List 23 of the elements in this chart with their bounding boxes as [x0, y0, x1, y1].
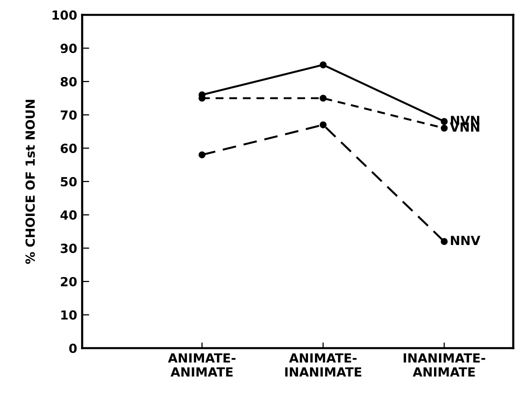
- x-tick-label: INANIMATE- ANIMATE: [404, 353, 486, 376]
- point: [440, 118, 448, 125]
- point: [440, 124, 448, 132]
- x-tick-label: ANIMATE- INANIMATE: [285, 353, 362, 376]
- y-tick-label: 90: [60, 44, 77, 54]
- x-tick-label: ANIMATE- ANIMATE: [168, 353, 236, 376]
- y-tick-label: 30: [60, 244, 77, 254]
- y-tick-label: 0: [69, 344, 77, 354]
- y-tick-label: 80: [60, 76, 77, 86]
- point: [320, 121, 327, 128]
- y-tick-label: 20: [60, 276, 77, 286]
- y-tick-label: 100: [52, 10, 77, 20]
- y-tick-label: 70: [60, 110, 77, 120]
- point: [320, 94, 327, 102]
- y-axis-title: % CHOICE OF 1st NOUN: [25, 100, 35, 264]
- y-tick-label: 50: [60, 176, 77, 186]
- point: [198, 151, 206, 158]
- y-tick-label: 60: [60, 144, 77, 154]
- point: [440, 238, 448, 245]
- y-tick-label: 10: [61, 310, 77, 320]
- y-tick-label: 40: [60, 210, 77, 220]
- point: [320, 61, 327, 68]
- series-label: NNV: [450, 236, 480, 245]
